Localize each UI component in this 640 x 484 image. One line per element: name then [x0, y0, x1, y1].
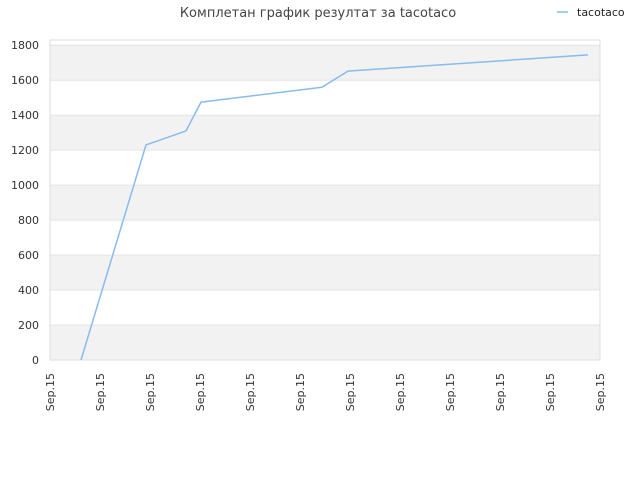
- x-tick-label: Sep.15: [244, 373, 257, 411]
- x-tick-label: Sep.15: [144, 373, 157, 411]
- x-tick-label: Sep.15: [494, 373, 507, 411]
- y-tick-label: 0: [32, 354, 39, 367]
- y-tick-label: 1000: [11, 179, 39, 192]
- y-axis-ticks: 0 200 400 600 800 1000 1200 1400 1600 1800: [11, 39, 39, 367]
- plot-band: [50, 255, 600, 291]
- data-point[interactable]: [200, 101, 203, 104]
- data-point[interactable]: [587, 53, 590, 56]
- legend-label: tacotaco: [577, 6, 625, 19]
- x-tick-label: Sep.15: [44, 373, 57, 411]
- y-tick-label: 200: [18, 319, 39, 332]
- y-tick-label: 400: [18, 284, 39, 297]
- data-point[interactable]: [347, 70, 350, 73]
- plot-band: [50, 185, 600, 221]
- plot-band: [50, 115, 600, 151]
- plot-band: [50, 45, 600, 81]
- legend[interactable]: tacotaco: [557, 6, 625, 19]
- plot-band: [50, 220, 600, 256]
- series-layer: [80, 53, 590, 362]
- y-tick-label: 1600: [11, 74, 39, 87]
- x-axis-ticks: Sep.15 Sep.15 Sep.15 Sep.15 Sep.15 Sep.15 Sep.…: [44, 373, 607, 411]
- plot-frame: [49, 39, 601, 361]
- chart-title: Комплетан график резултат за tacotaco: [180, 6, 456, 21]
- x-tick-label: Sep.15: [344, 373, 357, 411]
- plot-band: [50, 290, 600, 326]
- series-line-tacotaco[interactable]: [80, 54, 589, 361]
- x-tick-label: Sep.15: [94, 373, 107, 411]
- x-tick-label: Sep.15: [544, 373, 557, 411]
- x-tick-label: Sep.15: [294, 373, 307, 411]
- x-tick-label: Sep.15: [594, 373, 607, 411]
- x-tick-label: Sep.15: [394, 373, 407, 411]
- y-tick-label: 800: [18, 214, 39, 227]
- data-point[interactable]: [80, 359, 83, 362]
- y-tick-label: 1800: [11, 39, 39, 52]
- plot-band: [50, 150, 600, 186]
- data-point[interactable]: [145, 143, 148, 146]
- plot-band: [50, 325, 600, 360]
- gridlines: [50, 44, 600, 361]
- data-point[interactable]: [185, 129, 188, 132]
- data-point[interactable]: [321, 86, 324, 89]
- y-tick-label: 1200: [11, 144, 39, 157]
- x-tick-label: Sep.15: [194, 373, 207, 411]
- y-tick-label: 1400: [11, 109, 39, 122]
- plot-bands: [50, 40, 600, 360]
- plot-band: [50, 40, 600, 46]
- y-tick-label: 600: [18, 249, 39, 262]
- x-tick-label: Sep.15: [444, 373, 457, 411]
